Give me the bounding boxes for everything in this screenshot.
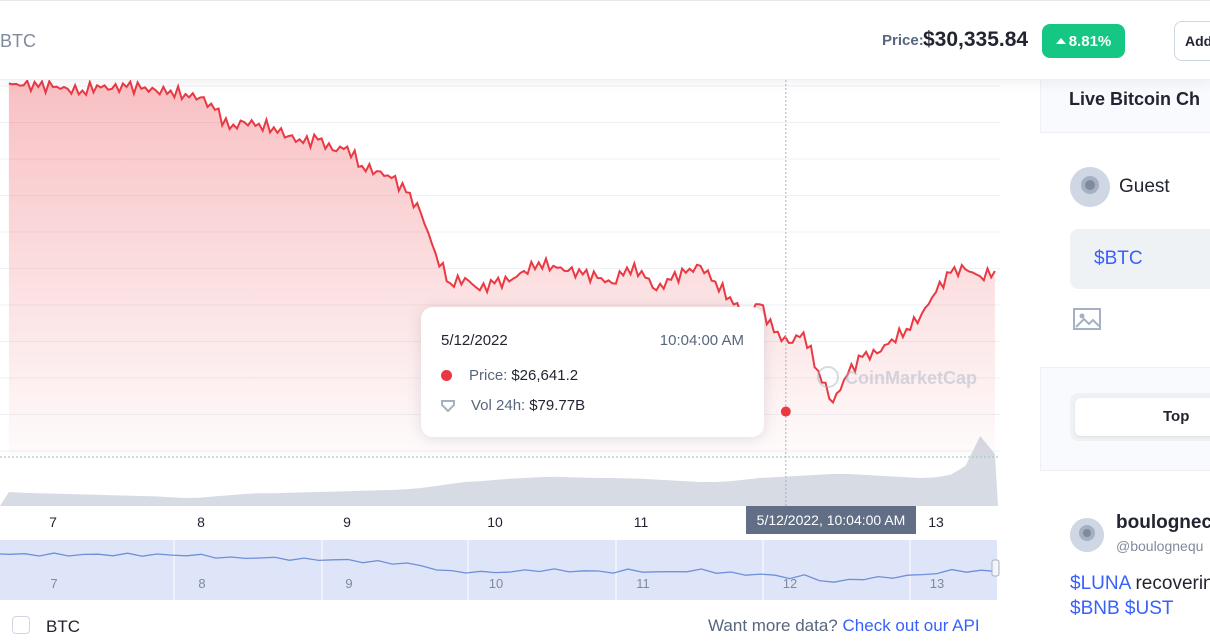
guest-avatar: [1070, 167, 1110, 207]
x-axis-tick: 11: [633, 514, 649, 530]
btc-legend-label[interactable]: BTC: [46, 617, 80, 636]
tab-top-label[interactable]: Top: [1163, 408, 1190, 425]
triangle-up-icon: [1055, 38, 1066, 44]
post-author-handle[interactable]: @boulognequ: [1116, 538, 1204, 554]
navigator-tick: 12: [782, 576, 798, 591]
tooltip-time: 10:04:00 AM: [659, 332, 744, 349]
navigator-line: [0, 552, 996, 583]
tooltip-volume-label: Vol 24h:: [471, 397, 526, 414]
navigator-tick: 9: [345, 576, 353, 591]
tab-top[interactable]: [1075, 398, 1210, 436]
tooltip-price-value: $26,641.2: [511, 367, 579, 384]
crosshair-date-label: 5/12/2022, 10:04:00 AM: [746, 506, 916, 534]
api-prompt: Want more data? Check out our API: [708, 616, 980, 636]
api-prompt-text: Want more data?: [708, 616, 838, 635]
navigator-grid: [173, 540, 911, 600]
pair-label: BTC: [0, 31, 36, 51]
post-tag[interactable]: $UST: [1124, 598, 1174, 619]
volume-shield-icon: [441, 399, 455, 412]
volume-area: [0, 436, 998, 506]
x-axis-tick: 9: [343, 514, 351, 530]
x-axis-tick: 7: [49, 514, 57, 530]
navigator-tick: 10: [488, 576, 504, 591]
chart-tooltip: 5/12/2022 10:04:00 AM Price: $26,641.2 V…: [421, 307, 764, 437]
btc-legend-checkbox[interactable]: [12, 616, 30, 634]
post-text: recoverin: [1135, 573, 1210, 594]
navigator-handle[interactable]: [991, 559, 1000, 577]
navigator-tick: 13: [929, 576, 945, 591]
post-tag[interactable]: $LUNA: [1070, 573, 1131, 594]
price-value: $30,335.84: [923, 28, 1029, 51]
compose-input[interactable]: [1070, 229, 1210, 289]
post-body: $LUNA recoverin $BNB $UST: [1070, 571, 1210, 621]
x-axis-tick: 10: [487, 514, 503, 530]
add-button[interactable]: Add: [1174, 21, 1210, 61]
post-author-name[interactable]: boulognec: [1116, 512, 1210, 533]
post-tag[interactable]: $BNB: [1070, 598, 1120, 619]
tooltip-volume-row: Vol 24h: $79.77B: [441, 397, 585, 414]
price-header: BTC Price: $30,335.84 8.81% Add: [0, 0, 1210, 80]
avatar-icon: [1070, 167, 1110, 207]
price-change-value: 8.81%: [1068, 32, 1112, 50]
navigator-tick: 8: [198, 576, 206, 591]
guest-name: Guest: [1119, 176, 1170, 197]
avatar-icon: [1070, 518, 1104, 552]
navigator-selection[interactable]: [0, 540, 997, 600]
coinmarketcap-logo-icon: [817, 366, 839, 388]
highlight-point: [780, 406, 791, 417]
x-axis-tick: 13: [928, 514, 944, 530]
watermark: CoinMarketCap: [817, 366, 977, 388]
live-chat-title: Live Bitcoin Ch: [1069, 89, 1201, 109]
price-caption: Price:: [882, 32, 924, 49]
compose-text[interactable]: $BTC: [1094, 248, 1143, 269]
tooltip-price-label: Price:: [469, 367, 508, 384]
x-axis-tick: 8: [197, 514, 205, 530]
watermark-text: CoinMarketCap: [845, 368, 977, 388]
tooltip-date: 5/12/2022: [441, 332, 508, 349]
api-link[interactable]: Check out our API: [842, 616, 980, 635]
tooltip-price-row: Price: $26,641.2: [441, 367, 578, 384]
post-card: [1040, 470, 1210, 642]
tooltip-volume-value: $79.77B: [529, 397, 586, 414]
price-line: [8, 80, 996, 405]
navigator-tick: 7: [50, 576, 58, 591]
image-upload-icon[interactable]: [1073, 307, 1101, 331]
post-avatar[interactable]: [1070, 518, 1104, 552]
navigator-svg[interactable]: [0, 540, 1000, 600]
price-dot-icon: [441, 370, 452, 381]
price-change-badge: 8.81%: [1042, 24, 1125, 58]
navigator-tick: 11: [636, 576, 650, 591]
range-navigator[interactable]: [0, 540, 1000, 600]
